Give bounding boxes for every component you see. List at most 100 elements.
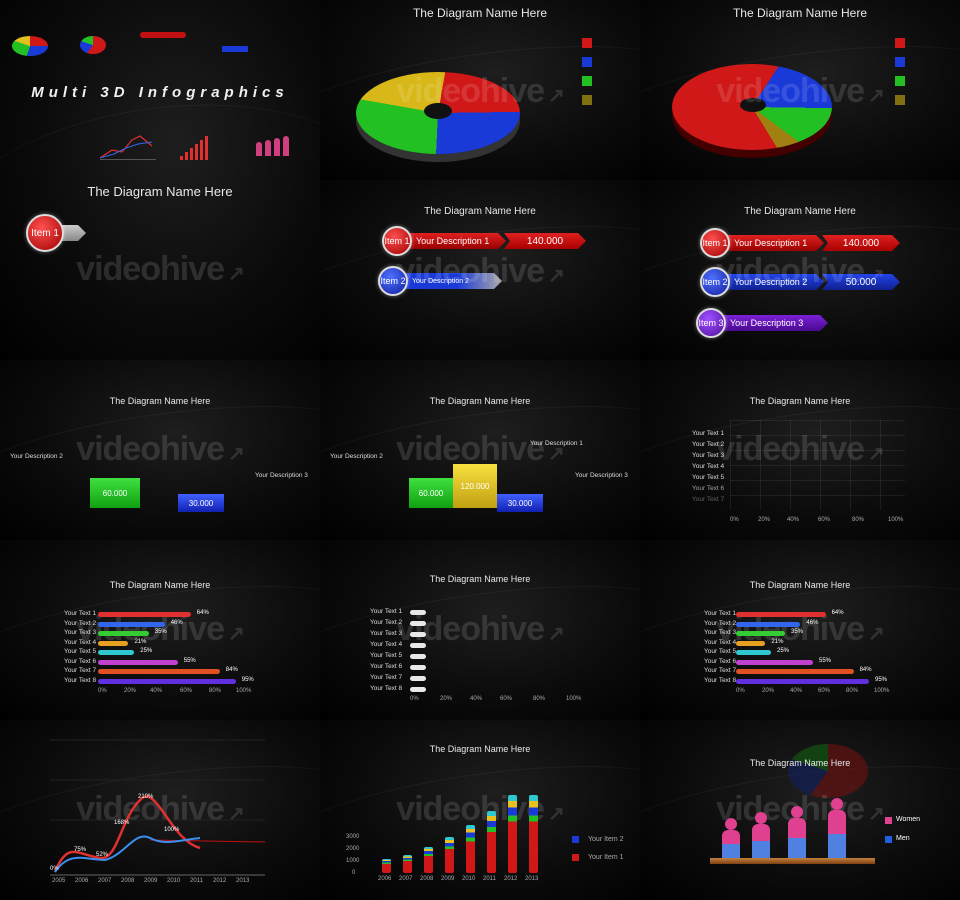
axis-tick: 40%: [150, 688, 163, 694]
row-label: Your Text 8: [64, 676, 97, 684]
podium-green: 60.000: [409, 478, 453, 508]
podium-yellow: 120.000: [453, 464, 497, 508]
mini-pie-chart-2: [80, 36, 106, 54]
diagram-title: The Diagram Name Here: [429, 744, 531, 754]
line-label: 168%: [114, 820, 130, 826]
row-label: Your Text 3: [64, 629, 97, 636]
row-label: Your Text 8: [370, 685, 403, 692]
hbar-value: 46%: [806, 619, 819, 626]
row-label: Your Text 6: [370, 663, 403, 670]
person-head: [755, 812, 767, 824]
axis-tick: 80%: [852, 517, 865, 523]
row-label: Your Text 5: [704, 648, 737, 655]
hbar-start-panel: The Diagram Name Here 0% 20% 40% 60% 80%…: [320, 540, 640, 720]
hbar: [98, 669, 220, 674]
desc-bar: Your Description 1: [724, 235, 824, 251]
axis-tick: 60%: [818, 517, 831, 523]
pie-hole: [424, 103, 452, 119]
legend-women-label: Women: [896, 816, 920, 823]
legend-green: [895, 76, 905, 86]
item-row-3: Item 3 Your Description 3: [696, 308, 828, 338]
legend-blue: [582, 57, 592, 67]
row-label: Your Text 2: [370, 619, 403, 626]
item-circle: Item 2: [700, 267, 730, 297]
hbar-value: 95%: [241, 676, 254, 683]
item-row-1: Item 1 Your Description 1 140.000: [382, 226, 586, 256]
axis-tick: 80%: [846, 688, 859, 694]
line-chart-svg: [50, 739, 266, 876]
y-tick: 3000: [346, 834, 360, 840]
row-label: Your Text 5: [370, 652, 403, 659]
hbar: [410, 643, 426, 648]
line-label: 210%: [138, 794, 154, 800]
mini-bar: [222, 46, 248, 52]
legend-women: [885, 817, 892, 824]
legend-yellow: [895, 95, 905, 105]
stacked-bar: [466, 825, 475, 873]
hbar: [736, 631, 785, 636]
podium-base: [710, 858, 875, 864]
podium-label-2: Your Description 2: [330, 453, 383, 460]
podium-panel-1: The Diagram Name Here Your Description 2…: [0, 360, 320, 540]
stacked-bar: [508, 795, 517, 873]
axis-tick: 20%: [762, 688, 775, 694]
hbar: [410, 632, 426, 637]
watermark: videohive↗: [76, 250, 245, 288]
hbar: [98, 612, 191, 617]
legend-item-2: Your Item 2: [588, 836, 624, 843]
mini-line-svg: [99, 135, 153, 159]
legend-men: [885, 836, 892, 843]
pie-panel-1: The Diagram Name Here videohive↗: [320, 0, 640, 180]
items-panel-2: The Diagram Name Here Item 1 Your Descri…: [640, 180, 960, 360]
diagram-title: The Diagram Name Here: [429, 396, 531, 406]
item-circle: Item 2: [378, 266, 408, 296]
watermark: videohive↗: [396, 610, 565, 648]
row-label: Your Text 3: [370, 630, 403, 637]
diagram-title: The Diagram Name Here: [749, 758, 851, 768]
item-row-2: Item 2 Your Description 2: [378, 266, 502, 296]
hbar: [410, 654, 426, 659]
hbar-value: 35%: [154, 629, 167, 635]
value-arrow: 140.000: [504, 233, 586, 249]
hbar-value: 25%: [140, 648, 153, 654]
podium-label-3: Your Description 3: [255, 472, 308, 479]
hbar-value: 95%: [875, 676, 888, 683]
overview-panel: Multi 3D Infographics The Diagram Name H…: [0, 0, 320, 360]
watermark: videohive↗: [396, 790, 565, 828]
row-label: Your Text 5: [64, 648, 97, 655]
hbar: [410, 665, 426, 670]
hbar: [736, 678, 869, 684]
y-tick: 2000: [346, 846, 360, 852]
hbar: [736, 612, 826, 617]
podium-blue: 30.000: [178, 494, 224, 512]
diagram-title: The Diagram Name Here: [109, 580, 211, 590]
diagram-title: The Diagram Name Here: [424, 206, 536, 217]
line-label: 52%: [96, 852, 109, 858]
axis-tick: 100%: [236, 688, 252, 694]
legend-item-1: Your Item 1: [588, 854, 624, 861]
row-label: Your Text 7: [64, 667, 97, 674]
item-row-2: Item 2 Your Description 2 50.000: [700, 267, 900, 297]
year-tick: 2009: [144, 878, 158, 884]
hbar-value: 64%: [196, 610, 209, 616]
axis-tick: 0%: [98, 688, 107, 694]
hbar-value: 84%: [225, 667, 238, 673]
hbar-value: 35%: [791, 629, 804, 635]
axis-tick: 40%: [787, 517, 800, 523]
item-pill-1: Item 1: [26, 214, 86, 252]
item-arrow: [58, 225, 86, 241]
legend-yellow: [582, 95, 592, 105]
podium-blue: 30.000: [497, 494, 543, 512]
y-tick: 1000: [346, 858, 360, 864]
hbar: [410, 610, 426, 615]
diagram-title: The Diagram Name Here: [87, 184, 233, 199]
axis-tick: 20%: [124, 688, 137, 694]
hbar-value: 21%: [134, 638, 147, 645]
hbar: [98, 678, 236, 684]
person-head: [831, 798, 843, 810]
line-label: 0%: [50, 866, 59, 872]
stacked-bar: [403, 855, 412, 873]
item-circle: Item 1: [382, 226, 412, 256]
axis-tick: 60%: [500, 696, 513, 702]
row-label: Your Text 1: [692, 430, 725, 437]
